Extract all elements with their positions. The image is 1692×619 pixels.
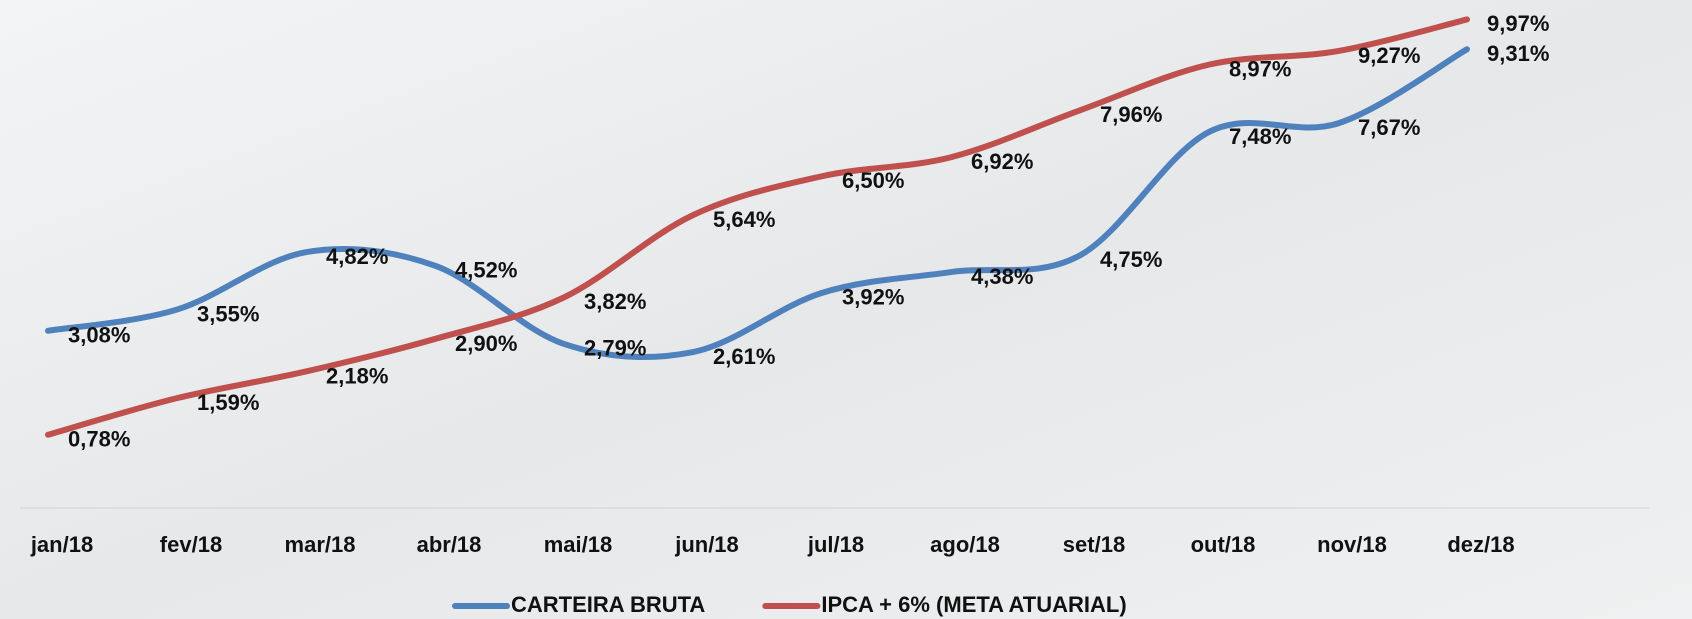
data-label: 6,92% (971, 149, 1033, 174)
data-label: 3,92% (842, 285, 904, 310)
legend-label: CARTEIRA BRUTA (511, 592, 705, 617)
data-label: 2,61% (713, 344, 775, 369)
data-label: 4,38% (971, 264, 1033, 289)
x-tick-label: set/18 (1063, 532, 1125, 557)
x-tick-label: jun/18 (674, 532, 739, 557)
data-label: 7,67% (1358, 115, 1420, 140)
data-label: 3,55% (197, 301, 259, 326)
chart: jan/18 fev/18 mar/18 abr/18 mai/18 jun/18 jul/… (0, 0, 1692, 619)
data-label: 4,52% (455, 258, 517, 283)
data-label: 3,82% (584, 289, 646, 314)
data-label: 8,97% (1229, 56, 1291, 81)
x-tick-label: mar/18 (285, 532, 356, 557)
legend-label: IPCA + 6% (META ATUARIAL) (821, 592, 1126, 617)
x-tick-label: jul/18 (807, 532, 864, 557)
data-label: 2,79% (584, 336, 646, 361)
data-label: 4,75% (1100, 247, 1162, 272)
data-label: 7,96% (1100, 102, 1162, 127)
x-tick-label: ago/18 (930, 532, 1000, 557)
x-tick-label: abr/18 (417, 532, 482, 557)
x-tick-label: fev/18 (160, 532, 222, 557)
x-tick-label: out/18 (1191, 532, 1256, 557)
data-label: 3,08% (68, 323, 130, 348)
data-label: 0,78% (68, 427, 130, 452)
data-label: 2,18% (326, 363, 388, 388)
data-label: 7,48% (1229, 124, 1291, 149)
x-tick-label: mai/18 (544, 532, 613, 557)
data-label: 9,31% (1487, 41, 1549, 66)
data-label: 5,64% (713, 207, 775, 232)
data-label: 2,90% (455, 331, 517, 356)
x-tick-label: jan/18 (30, 532, 93, 557)
data-label: 6,50% (842, 168, 904, 193)
data-label: 4,82% (326, 244, 388, 269)
x-tick-label: dez/18 (1447, 532, 1514, 557)
x-tick-label: nov/18 (1317, 532, 1387, 557)
data-label: 1,59% (197, 390, 259, 415)
data-label: 9,27% (1358, 43, 1420, 68)
data-label: 9,97% (1487, 11, 1549, 36)
